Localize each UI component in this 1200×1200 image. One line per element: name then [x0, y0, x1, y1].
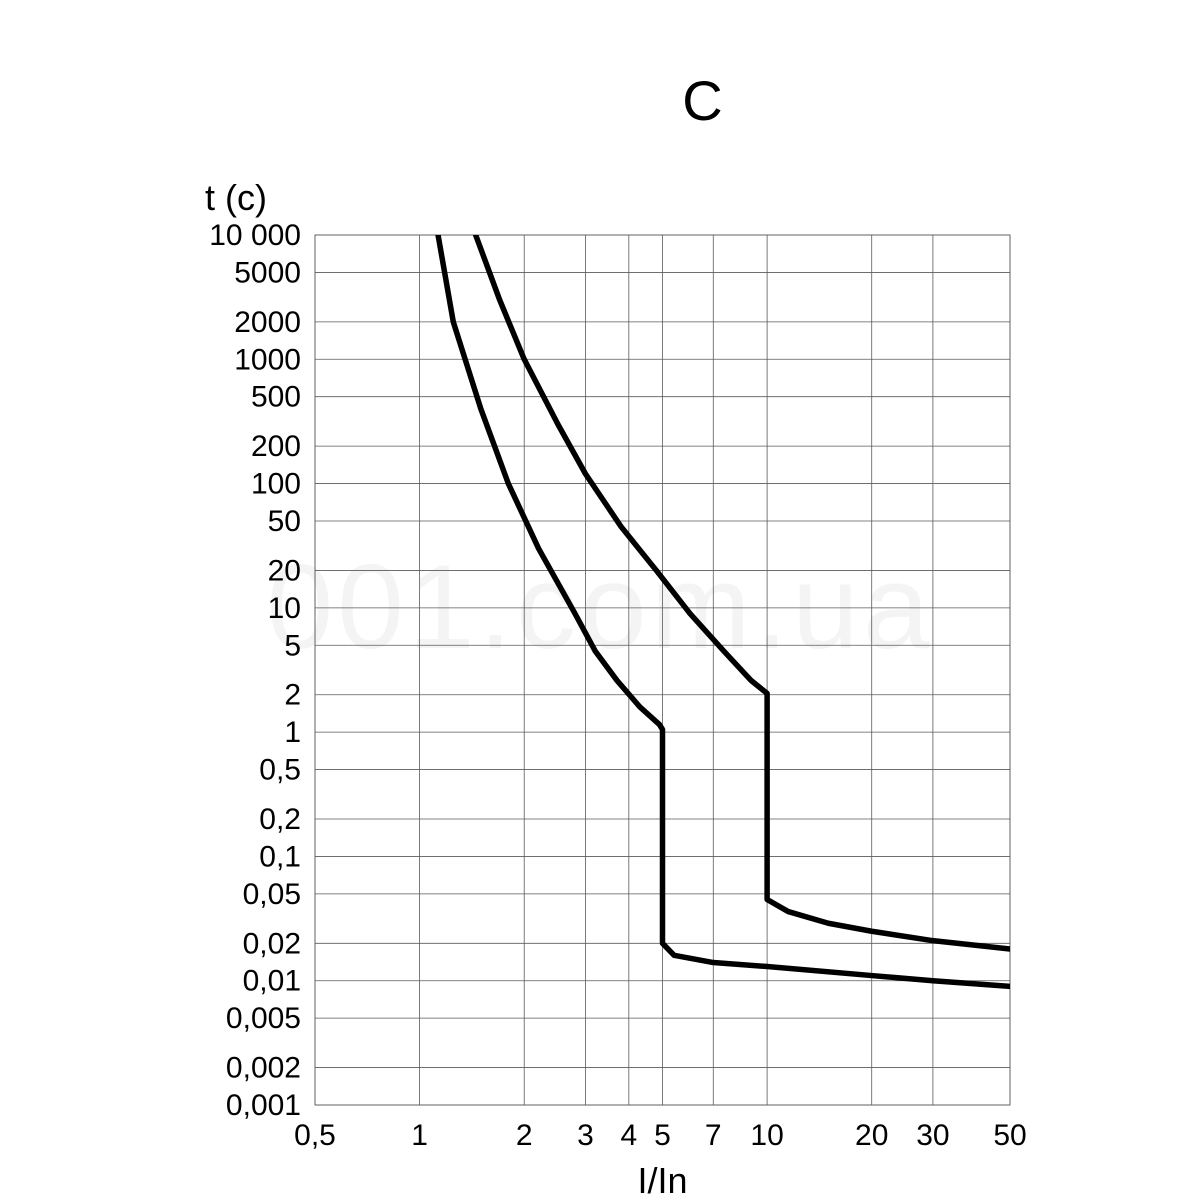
- y-tick-label: 0,02: [243, 927, 301, 960]
- trip-curve-upper: [476, 235, 1010, 949]
- y-tick-label: 1: [284, 716, 301, 749]
- y-tick-label: 20: [268, 554, 301, 587]
- x-tick-label: 20: [855, 1119, 888, 1152]
- y-tick-label: 2: [284, 679, 301, 712]
- x-tick-label: 30: [916, 1119, 949, 1152]
- chart-title: C: [682, 69, 722, 132]
- x-tick-label: 1: [411, 1119, 428, 1152]
- y-tick-label: 0,001: [226, 1089, 301, 1122]
- y-tick-label: 5: [284, 629, 301, 662]
- x-axis-title: I/In: [637, 1160, 687, 1200]
- x-tick-label: 50: [993, 1119, 1026, 1152]
- y-tick-label: 0,2: [259, 803, 301, 836]
- y-axis-title: t (c): [205, 177, 267, 218]
- y-tick-label: 0,5: [259, 754, 301, 787]
- y-tick-label: 100: [251, 468, 301, 501]
- x-tick-label: 5: [654, 1119, 671, 1152]
- y-tick-label: 5000: [234, 256, 301, 289]
- y-tick-label: 500: [251, 381, 301, 414]
- x-tick-label: 0,5: [294, 1119, 336, 1152]
- x-tick-label: 4: [620, 1119, 637, 1152]
- y-tick-label: 0,002: [226, 1052, 301, 1085]
- y-tick-label: 10: [268, 592, 301, 625]
- y-tick-label: 0,005: [226, 1002, 301, 1035]
- trip-curve-chart: 0,51234571020305010 00050002000100050020…: [0, 0, 1200, 1200]
- y-tick-label: 1000: [234, 343, 301, 376]
- x-tick-label: 3: [577, 1119, 594, 1152]
- y-tick-label: 0,01: [243, 965, 301, 998]
- y-tick-label: 0,05: [243, 878, 301, 911]
- y-tick-label: 200: [251, 430, 301, 463]
- x-tick-label: 10: [750, 1119, 783, 1152]
- y-tick-label: 50: [268, 505, 301, 538]
- y-tick-label: 10 000: [209, 219, 301, 252]
- x-tick-label: 7: [705, 1119, 722, 1152]
- x-tick-label: 2: [516, 1119, 533, 1152]
- y-tick-label: 0,1: [259, 840, 301, 873]
- y-tick-label: 2000: [234, 306, 301, 339]
